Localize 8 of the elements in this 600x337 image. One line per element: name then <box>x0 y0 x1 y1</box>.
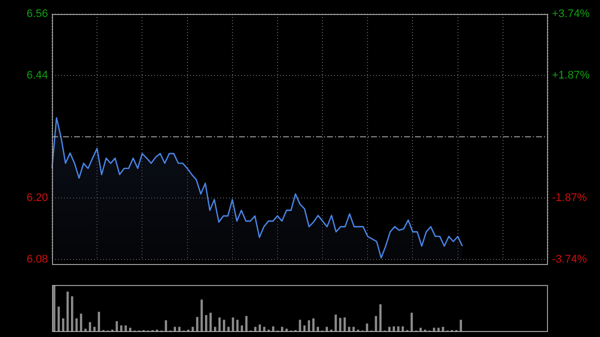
y2-tick-label: +3.74% <box>552 8 590 20</box>
y2-tick-label: +1.87% <box>552 69 590 82</box>
y-tick-label: 6.56 <box>26 8 48 20</box>
y-tick-label: 6.44 <box>26 69 48 82</box>
y-tick-label: 6.20 <box>26 192 48 204</box>
y-tick-label: 6.08 <box>26 253 48 266</box>
y2-tick-label: -3.74% <box>552 253 588 266</box>
y2-tick-label: -1.87% <box>552 192 588 204</box>
